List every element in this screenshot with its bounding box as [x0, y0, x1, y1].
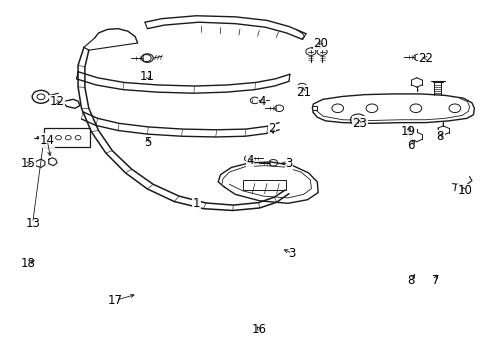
Text: 3: 3 — [289, 247, 296, 260]
Text: 4: 4 — [246, 154, 254, 167]
Text: 2: 2 — [268, 122, 275, 135]
Text: 7: 7 — [432, 274, 439, 287]
Text: 4: 4 — [258, 95, 266, 108]
Text: 21: 21 — [296, 86, 311, 99]
Text: 13: 13 — [25, 216, 40, 230]
Text: 20: 20 — [313, 36, 328, 50]
Text: 12: 12 — [49, 95, 65, 108]
Text: 19: 19 — [401, 125, 416, 138]
Text: 14: 14 — [40, 134, 55, 147]
Text: 10: 10 — [457, 184, 472, 197]
Text: 9: 9 — [402, 127, 410, 140]
Text: 23: 23 — [352, 117, 367, 130]
Text: 3: 3 — [285, 157, 293, 170]
Text: 17: 17 — [108, 294, 123, 307]
Text: 5: 5 — [144, 136, 151, 149]
Text: 18: 18 — [21, 257, 35, 270]
Text: 16: 16 — [252, 323, 267, 336]
Bar — [44, 129, 90, 147]
Text: 8: 8 — [407, 274, 415, 287]
Text: 15: 15 — [21, 157, 35, 170]
Text: 6: 6 — [407, 139, 415, 152]
Text: 8: 8 — [437, 130, 444, 144]
Text: 22: 22 — [418, 51, 433, 64]
Text: 1: 1 — [193, 197, 200, 210]
Text: 11: 11 — [140, 69, 155, 82]
